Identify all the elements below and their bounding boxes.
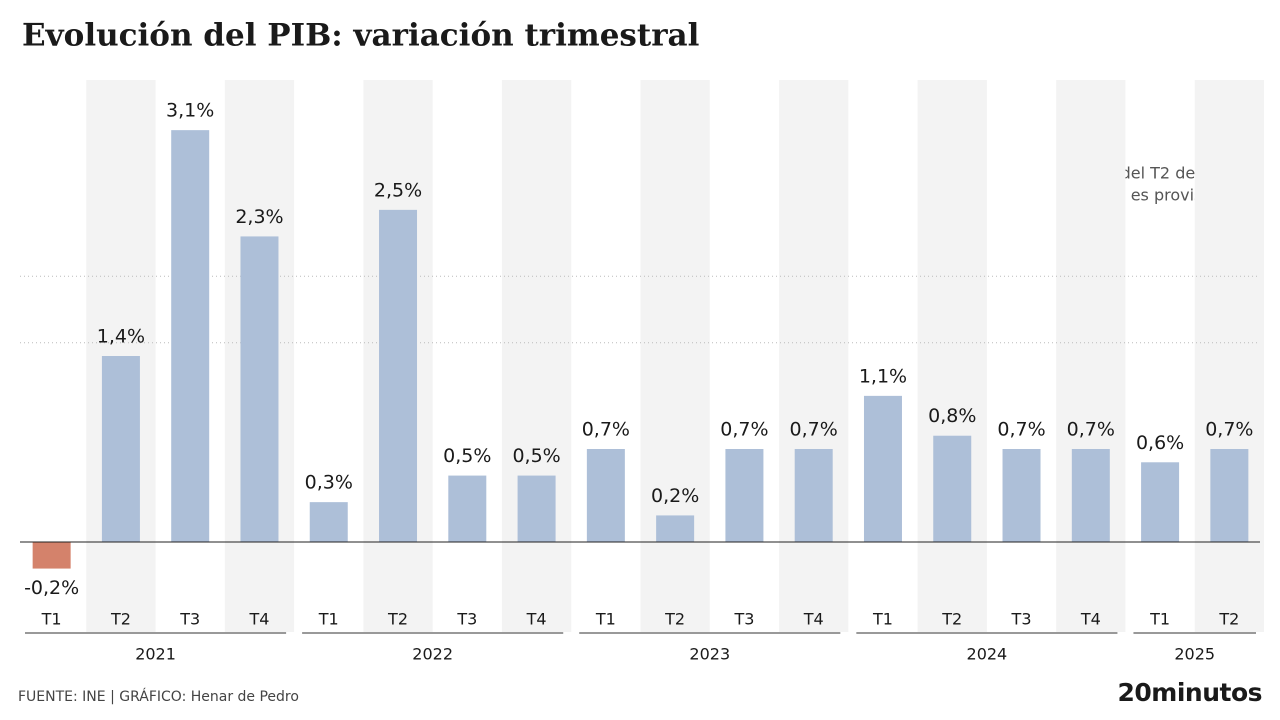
value-label: 2,5%	[374, 179, 422, 201]
bar	[725, 449, 764, 542]
column-band	[640, 80, 710, 632]
x-tick-label: T1	[318, 610, 339, 629]
bar	[171, 130, 210, 542]
value-label: 2,3%	[235, 206, 283, 228]
source: FUENTE: INE | GRÁFICO: Henar de Pedro	[18, 688, 299, 705]
column-band	[501, 80, 572, 632]
bar	[101, 356, 140, 542]
bar	[517, 475, 556, 542]
bar	[794, 449, 833, 542]
brand-logo: 20minutos	[1117, 678, 1262, 707]
value-label: 0,6%	[1136, 432, 1184, 454]
value-label: 0,7%	[720, 419, 768, 441]
value-label: 1,4%	[97, 326, 145, 348]
bar	[863, 395, 902, 542]
column-band	[917, 80, 987, 632]
value-label: 1,1%	[859, 365, 907, 387]
value-label: -0,2%	[24, 577, 79, 599]
value-label: 0,8%	[928, 405, 976, 427]
bar	[1002, 449, 1041, 542]
bar	[240, 236, 279, 542]
column-band	[1194, 80, 1264, 632]
x-tick-label: T4	[526, 610, 547, 629]
value-label: 0,7%	[582, 419, 630, 441]
x-tick-label: T2	[664, 610, 685, 629]
bar	[586, 449, 625, 542]
bar	[448, 475, 487, 542]
x-tick-label: T1	[1149, 610, 1170, 629]
group-label: 2021	[135, 645, 176, 664]
group-label: 2023	[689, 645, 730, 664]
bar	[1210, 449, 1249, 542]
column-band	[1056, 80, 1126, 632]
bar	[933, 435, 972, 542]
bar	[1071, 449, 1110, 542]
chart-title: Evolución del PIB: variación trimestral	[22, 18, 699, 54]
bar	[379, 209, 418, 542]
x-tick-label: T1	[872, 610, 893, 629]
x-tick-label: T3	[456, 610, 477, 629]
x-tick-label: T2	[1218, 610, 1239, 629]
x-tick-label: T4	[1080, 610, 1101, 629]
value-label: 3,1%	[166, 100, 214, 122]
x-tick-label: T3	[733, 610, 754, 629]
column-band	[779, 80, 849, 632]
x-tick-label: T1	[595, 610, 616, 629]
x-tick-label: T4	[248, 610, 269, 629]
group-label: 2024	[967, 645, 1008, 664]
bar	[1141, 462, 1180, 542]
value-label: 0,7%	[1205, 419, 1253, 441]
x-tick-label: T2	[941, 610, 962, 629]
value-label: 0,7%	[997, 419, 1045, 441]
bar	[32, 542, 71, 569]
group-label: 2025	[1174, 645, 1215, 664]
value-label: 0,7%	[1067, 419, 1115, 441]
value-label: 0,5%	[512, 445, 560, 467]
bar	[656, 515, 695, 542]
value-label: 0,3%	[305, 472, 353, 494]
value-label: 0,5%	[443, 445, 491, 467]
group-label: 2022	[412, 645, 453, 664]
x-tick-label: T3	[1011, 610, 1032, 629]
x-tick-label: T2	[387, 610, 408, 629]
value-label: 0,2%	[651, 485, 699, 507]
bar	[309, 502, 348, 542]
x-tick-label: T1	[41, 610, 62, 629]
x-tick-label: T3	[179, 610, 200, 629]
value-label: 0,7%	[790, 419, 838, 441]
x-tick-label: T4	[803, 610, 824, 629]
x-tick-label: T2	[110, 610, 131, 629]
